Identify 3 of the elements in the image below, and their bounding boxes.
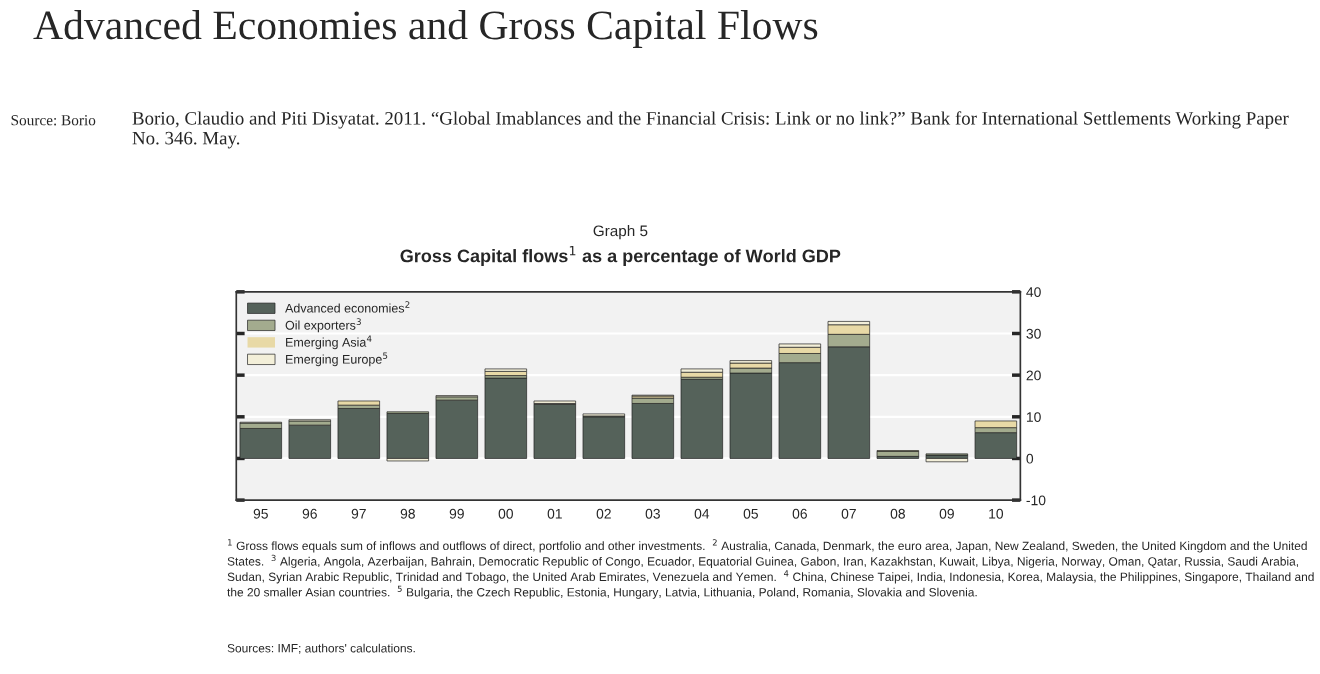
text: Borio, Claudio and Piti Disyatat. 2011. “Global Imablances and the Financial Crisis: Link or no link?” Bank for International Settlements Working Paper No. 346. May. — [132, 111, 1289, 149]
chart-title: Advanced Economies and Gross Capital Flows — [33, 10, 818, 48]
chart-subtitle: Gross Capital flows$^{1}$ as a percentage of World GDP — [400, 246, 841, 266]
